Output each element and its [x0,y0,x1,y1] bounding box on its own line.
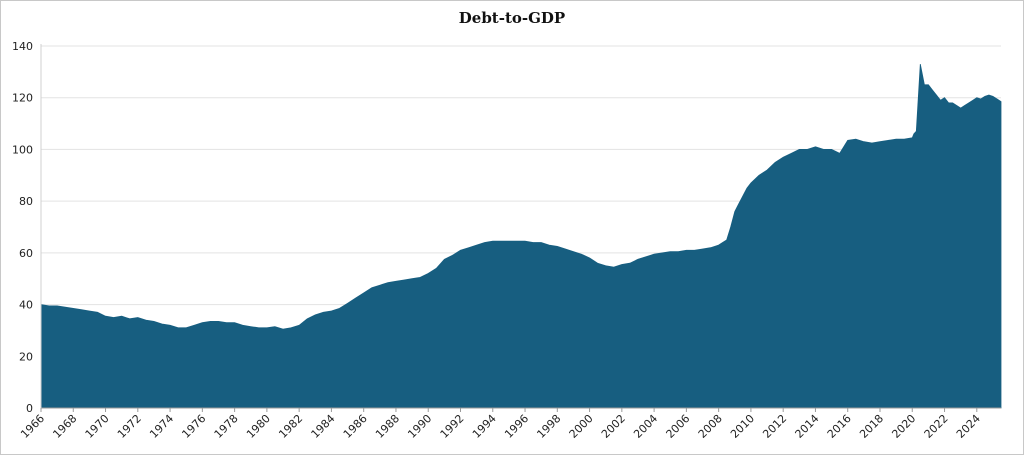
x-tick-label-1992: 1992 [438,412,467,441]
x-tick-label-1976: 1976 [179,412,208,441]
x-tick-label-2024: 2024 [954,412,983,441]
x-tick-label-2002: 2002 [599,412,628,441]
x-tick-label-1982: 1982 [276,412,305,441]
x-tick-label-2012: 2012 [760,412,789,441]
x-tick-label-2020: 2020 [889,412,918,441]
x-tick-label-1984: 1984 [309,412,338,441]
y-tick-label-140: 140 [12,40,33,53]
chart-title: Debt-to-GDP [458,9,566,27]
x-tick-label-1968: 1968 [50,412,79,441]
x-tick-label-2000: 2000 [567,412,596,441]
x-tick-labels: 1966 1968 1970 1972 1974 1976 1978 1980 1982 1984… [18,412,983,441]
y-tick-label-40: 40 [19,299,33,312]
x-tick-label-2010: 2010 [728,412,757,441]
y-tick-label-20: 20 [19,350,33,363]
x-tick-label-1996: 1996 [502,412,531,441]
x-tick-label-2022: 2022 [922,412,951,441]
x-tick-label-1966: 1966 [18,412,47,441]
x-tick-label-2004: 2004 [631,412,660,441]
y-tick-label-80: 80 [19,195,33,208]
x-tick-label-1986: 1986 [341,412,370,441]
y-tick-label-0: 0 [26,402,33,415]
x-tick-label-2014: 2014 [793,412,822,441]
x-tick-label-1994: 1994 [470,412,499,441]
x-tick-label-1990: 1990 [405,412,434,441]
x-tick-label-1974: 1974 [147,412,176,441]
x-tick-label-1972: 1972 [115,412,144,441]
x-tick-label-1978: 1978 [212,412,241,441]
x-tick-label-2016: 2016 [825,412,854,441]
x-tick-label-1970: 1970 [83,412,112,441]
x-tick-label-2006: 2006 [664,412,693,441]
area-series [40,64,1002,409]
x-tick-label-1988: 1988 [373,412,402,441]
x-tick-label-2008: 2008 [696,412,725,441]
y-tick-labels: 0 20 40 60 80 100 120 140 [12,40,33,415]
debt-to-gdp-area [40,64,1002,409]
x-tick-label-2018: 2018 [857,412,886,441]
x-tick-label-1980: 1980 [244,412,273,441]
y-tick-label-100: 100 [12,143,33,156]
axes [40,44,1001,412]
x-tick-label-1998: 1998 [534,412,563,441]
y-tick-label-60: 60 [19,247,33,260]
y-tick-label-120: 120 [12,92,33,105]
